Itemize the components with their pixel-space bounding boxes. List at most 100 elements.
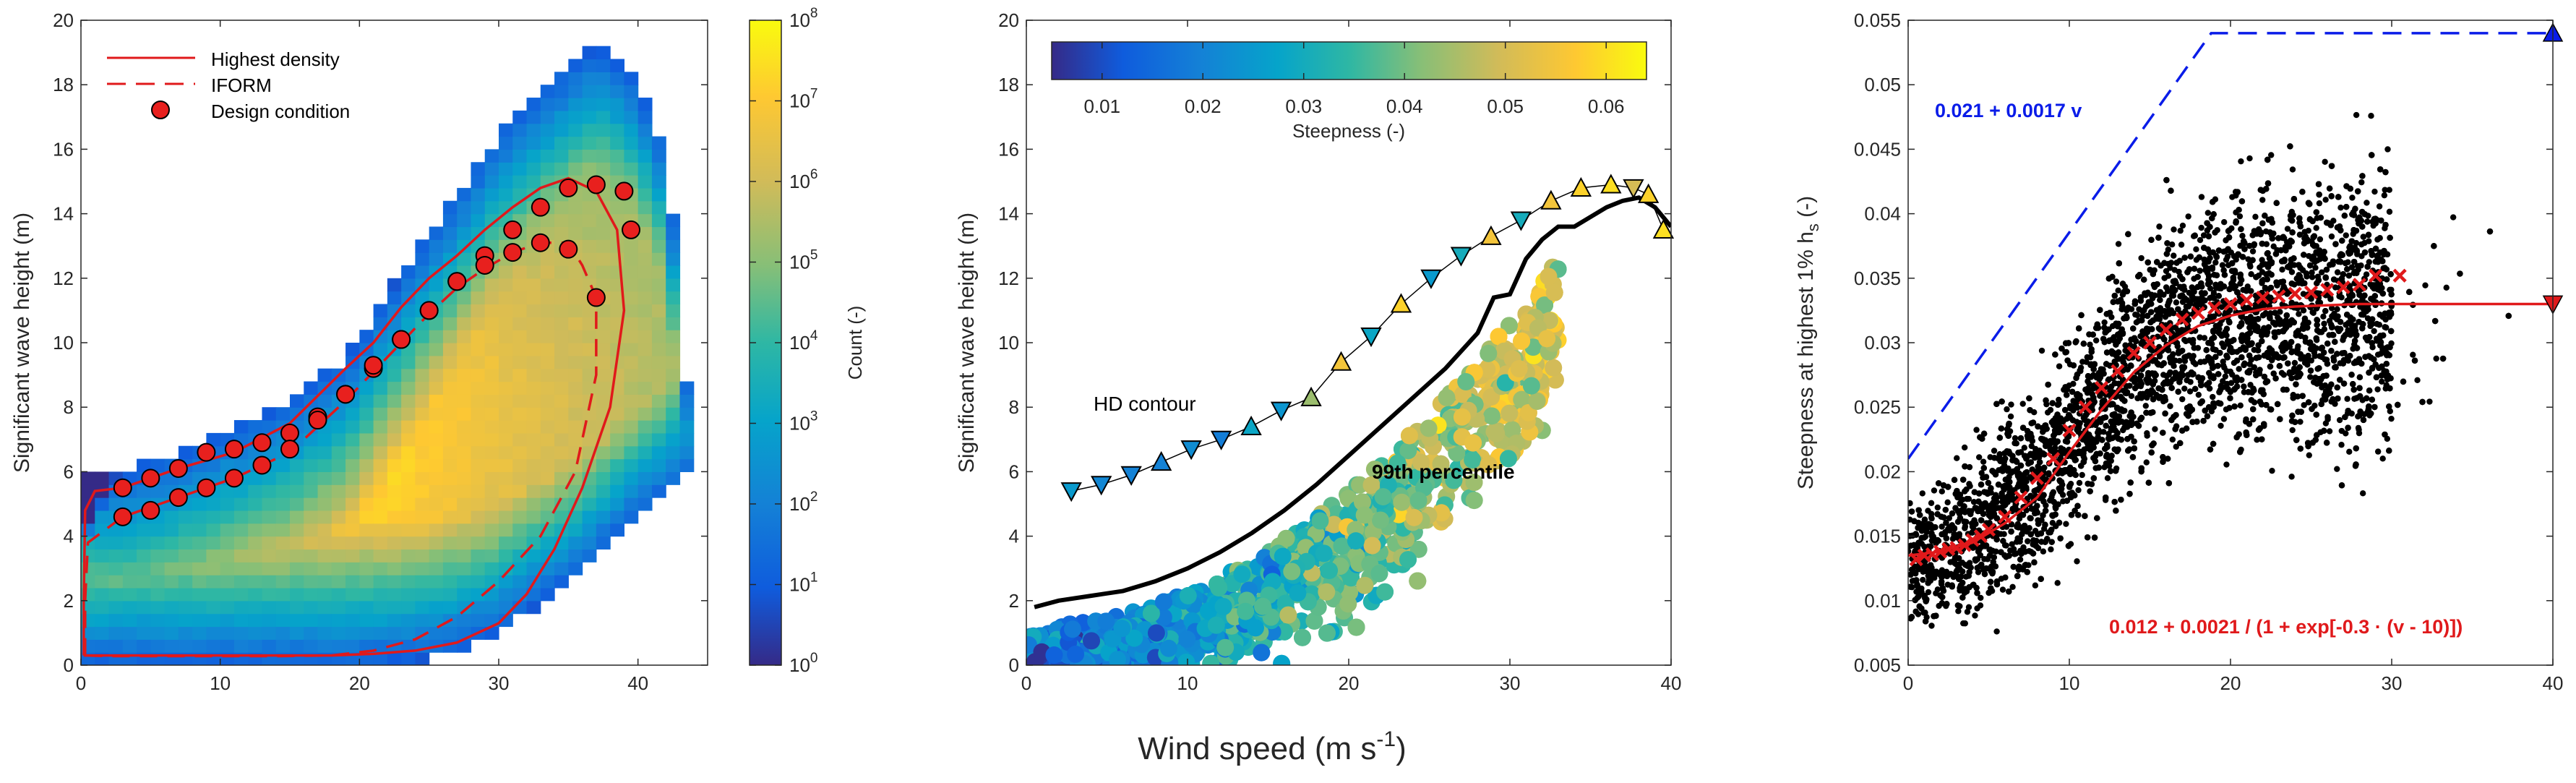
heatmap-cell	[359, 510, 374, 524]
hd-contour-triangle	[1330, 351, 1352, 371]
heatmap-cell	[442, 407, 458, 421]
colorbar-tick-label: 100	[789, 651, 818, 676]
heatmap-cell	[387, 407, 402, 421]
heatmap-cell	[624, 72, 639, 85]
sample-point	[2007, 547, 2014, 554]
observation-point	[1465, 492, 1483, 510]
heatmap-cell	[401, 639, 416, 653]
observation-point	[1510, 359, 1528, 377]
design-condition-point	[252, 455, 272, 475]
sample-point	[2178, 241, 2185, 248]
observation-point	[1325, 515, 1343, 534]
design-condition-point	[447, 272, 467, 291]
sample-point	[2358, 179, 2365, 186]
heatmap-cell	[359, 432, 374, 447]
heatmap-cell	[666, 368, 681, 382]
x-tick-label: 10	[1177, 672, 1198, 694]
observation-point	[1083, 632, 1101, 650]
heatmap-cell	[192, 626, 207, 640]
heatmap-cell	[554, 226, 569, 240]
sample-point	[2056, 363, 2063, 369]
heatmap-cell	[415, 355, 430, 369]
heatmap-cell	[554, 497, 569, 511]
design-condition-point	[224, 440, 244, 459]
heatmap-cell	[679, 407, 695, 421]
heatmap-cell	[499, 265, 513, 279]
heatmap-cell	[206, 536, 221, 550]
heatmap-cell	[499, 471, 513, 485]
heatmap-cell	[596, 226, 611, 240]
heatmap-cell	[220, 639, 235, 653]
heatmap-cell	[373, 381, 388, 395]
sample-point	[2316, 365, 2322, 372]
heatmap-cell	[651, 175, 666, 189]
heatmap-cell	[345, 471, 360, 485]
sample-point	[1978, 561, 1985, 568]
sample-point	[2025, 538, 2031, 544]
design-condition-markers	[113, 175, 641, 526]
annotation-99th-percentile: 99th percentile	[1372, 461, 1515, 483]
heatmap-cell	[624, 343, 639, 356]
heatmap-cell	[429, 394, 444, 408]
heatmap-cell	[345, 368, 360, 382]
heatmap-cell	[499, 497, 513, 511]
heatmap-cell	[429, 626, 444, 640]
heatmap-cell	[317, 445, 332, 460]
legend-swatch-circle	[151, 100, 170, 119]
sample-point	[1957, 603, 1963, 609]
heatmap-cell	[457, 458, 472, 472]
heatmap-cell	[637, 226, 653, 240]
heatmap-cell	[568, 458, 583, 472]
heatmap-cell	[387, 575, 402, 589]
colorbar-tick-label: 103	[789, 409, 818, 435]
x-tick-label: 30	[1500, 672, 1521, 694]
heatmap-cell	[387, 394, 402, 408]
heatmap-cell	[526, 432, 541, 447]
heatmap-cell	[610, 136, 624, 150]
heatmap-cell	[512, 175, 528, 189]
sample-point	[2223, 368, 2230, 375]
heatmap-cell	[624, 330, 639, 343]
design-condition-point	[141, 468, 160, 488]
heatmap-cell	[526, 420, 541, 434]
sample-point	[2236, 366, 2242, 372]
heatmap-cell	[540, 420, 555, 434]
heatmap-cell	[122, 613, 137, 628]
observation-point	[1355, 506, 1373, 524]
heatmap-cell	[429, 407, 444, 421]
heatmap-cell	[373, 639, 388, 653]
heatmap-cell	[415, 317, 430, 330]
heatmap-cell	[401, 652, 416, 665]
observation-point	[1438, 388, 1456, 406]
heatmap-cell	[651, 355, 666, 369]
heatmap-cell	[651, 265, 666, 279]
colorbar-tick-label: 107	[789, 87, 818, 112]
heatmap-cell	[457, 587, 472, 602]
observation-point	[1536, 296, 1554, 315]
heatmap-cell	[122, 600, 137, 615]
sample-point	[2279, 266, 2285, 273]
observation-point	[1253, 643, 1271, 662]
heatmap-cell	[150, 484, 166, 498]
heatmap-cell	[457, 471, 472, 485]
heatmap-cell	[178, 600, 193, 615]
heatmap-cell	[95, 626, 110, 640]
heatmap-cell	[637, 484, 653, 498]
heatmap-cell	[178, 626, 193, 640]
observation-point	[1490, 328, 1508, 346]
y-tick-label: 4	[64, 526, 74, 547]
heatmap-cell	[429, 484, 444, 498]
heatmap-cell	[122, 523, 137, 537]
heatmap-cell	[596, 252, 611, 266]
sample-point	[2279, 301, 2285, 308]
sample-point	[2185, 213, 2191, 220]
heatmap-cell	[457, 639, 472, 653]
heatmap-cell	[359, 562, 374, 576]
sample-point	[2223, 406, 2230, 413]
heatmap-cell	[499, 343, 513, 356]
heatmap-cell	[554, 317, 569, 330]
heatmap-cell	[666, 445, 681, 460]
heatmap-cell	[122, 549, 137, 562]
heatmap-cell	[429, 381, 444, 395]
y-tick-label: 2	[1009, 590, 1019, 612]
